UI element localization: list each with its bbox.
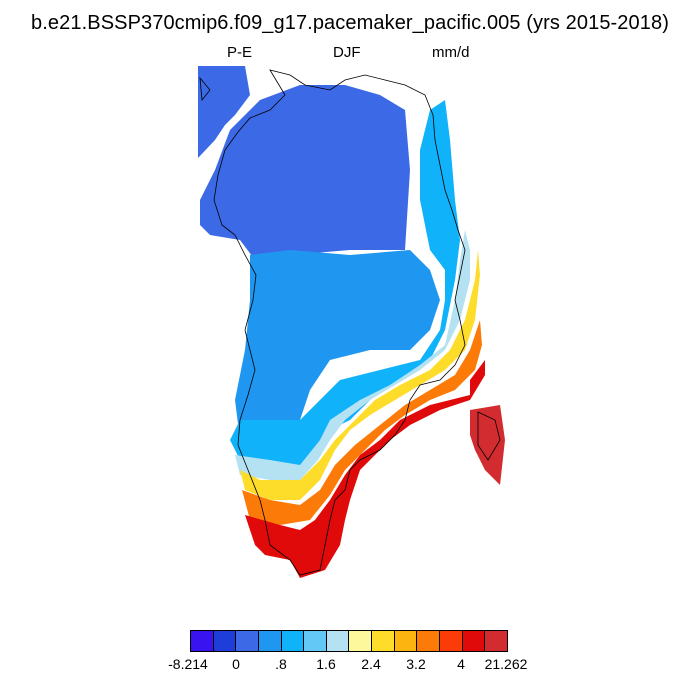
colorbar-swatch	[281, 631, 305, 651]
colorbar-label: 0	[232, 656, 240, 672]
colorbar-swatch	[349, 631, 373, 651]
colorbar-swatch	[258, 631, 282, 651]
field-main-dark-blue	[200, 85, 410, 260]
season-label: DJF	[333, 44, 361, 61]
colorbar-swatch	[191, 631, 214, 651]
colorbar-swatch	[304, 631, 327, 651]
colorbar-label: -8.214	[168, 656, 208, 672]
coastline	[199, 69, 501, 576]
plot-title: b.e21.BSSP370cmip6.f09_g17.pacemaker_pac…	[31, 12, 669, 34]
colorbar-label: 2.4	[361, 656, 381, 672]
colorbar-label: 21.262	[484, 656, 528, 672]
colorbar-label: 3.2	[406, 656, 426, 672]
variable-label: P-E	[227, 44, 253, 61]
colorbar-swatch	[326, 631, 350, 651]
colorbar-swatch	[236, 631, 259, 651]
colorbar-swatch	[485, 631, 507, 651]
colorbar-swatch	[372, 631, 395, 651]
colorbar-label: 4	[457, 656, 465, 672]
colorbar-swatch	[417, 631, 441, 651]
colorbar-label: .8	[275, 656, 287, 672]
field-blue	[235, 250, 440, 440]
colorbar-swatch	[213, 631, 237, 651]
field-orange	[242, 320, 482, 525]
colorbar-swatch	[440, 631, 463, 651]
colorbar-swatch	[394, 631, 418, 651]
field-yellow	[240, 250, 480, 500]
colorbar	[190, 630, 508, 652]
units-label: mm/d	[432, 44, 470, 61]
colorbar-label: 1.6	[316, 656, 336, 672]
colorbar-swatch	[462, 631, 486, 651]
ocean-blue-patch	[198, 66, 250, 158]
